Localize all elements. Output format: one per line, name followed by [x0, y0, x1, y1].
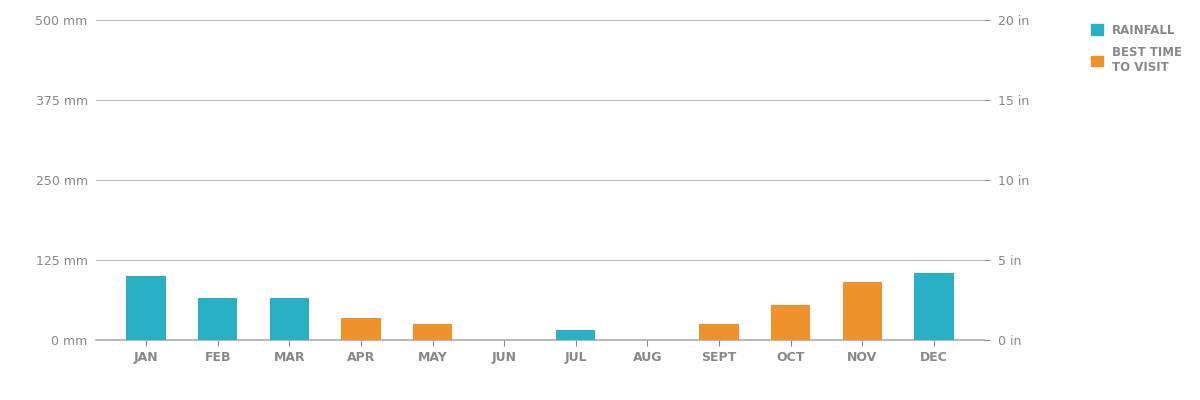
Bar	[914, 273, 954, 340]
Bar	[413, 324, 452, 340]
Bar	[700, 324, 739, 340]
Bar	[126, 276, 166, 340]
Bar	[770, 305, 810, 340]
Bar	[270, 298, 310, 340]
Bar	[556, 330, 595, 340]
Bar	[198, 298, 238, 340]
Bar	[842, 282, 882, 340]
Bar	[341, 318, 380, 340]
Legend: RAINFALL, BEST TIME
TO VISIT: RAINFALL, BEST TIME TO VISIT	[1085, 18, 1188, 80]
